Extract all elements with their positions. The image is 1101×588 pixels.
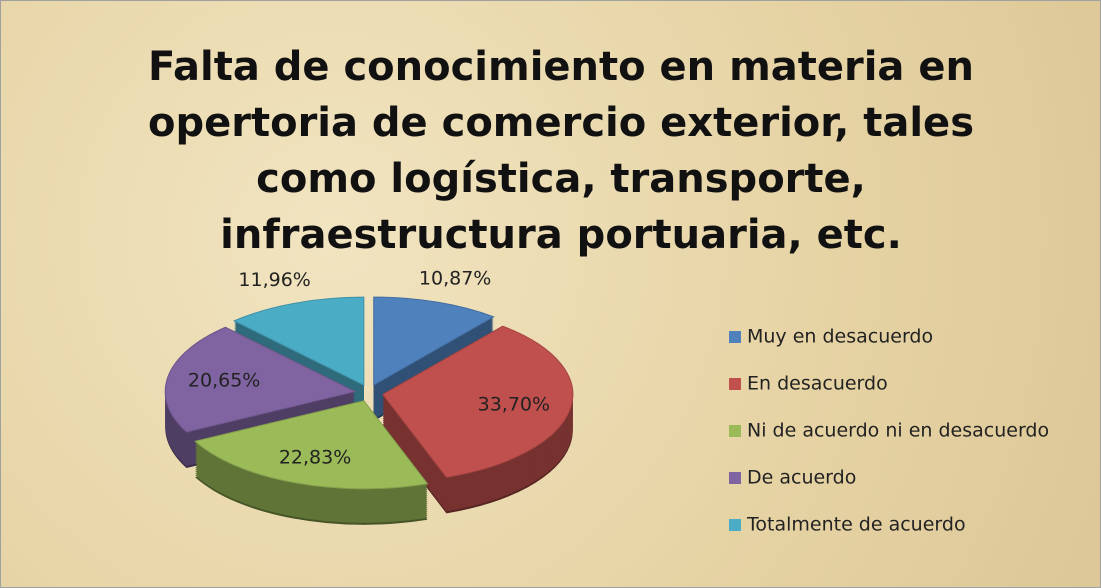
legend-label: En desacuerdo (747, 373, 888, 395)
slice (232, 296, 365, 386)
legend-label: Muy en desacuerdo (747, 326, 933, 348)
legend-swatch (729, 378, 741, 390)
legend-swatch (729, 331, 741, 343)
legend-swatch (729, 425, 741, 437)
data-label: 11,96% (238, 269, 310, 291)
legend-swatch (729, 519, 741, 531)
slice (194, 400, 429, 490)
slice (373, 296, 495, 386)
legend-label: Ni de acuerdo ni en desacuerdo (747, 420, 1049, 442)
legend-label: De acuerdo (747, 467, 856, 489)
slice (164, 326, 357, 433)
chart-title: Falta de conocimiento en materia en oper… (148, 44, 974, 258)
legend-label: Totalmente de acuerdo (746, 514, 966, 536)
data-label: 10,87% (419, 267, 491, 289)
slice (382, 325, 574, 478)
legend-swatch (729, 472, 741, 484)
data-label: 22,83% (279, 447, 351, 469)
data-label: 33,70% (478, 393, 550, 415)
data-label: 20,65% (188, 370, 260, 392)
